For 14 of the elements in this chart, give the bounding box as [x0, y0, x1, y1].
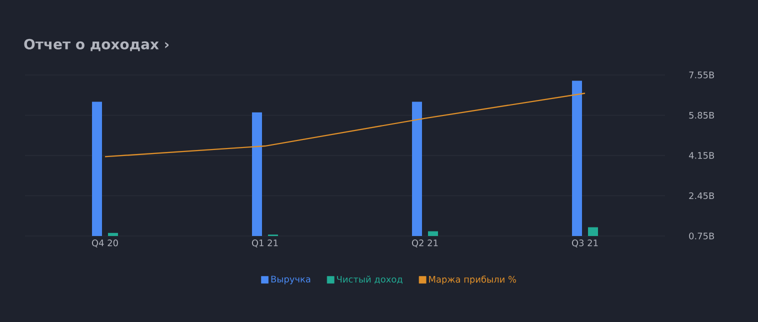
- legend-label: Маржа прибыли %: [429, 276, 516, 284]
- x-tick-label: Q3 21: [572, 240, 598, 248]
- chart-title: Отчет о доходах ›: [24, 38, 169, 52]
- line-series: [104, 92, 586, 158]
- y-tick-label: 2.45B: [689, 192, 714, 200]
- y-tick-label: 0.75B: [689, 232, 714, 240]
- y-tick-label: 7.55B: [689, 72, 714, 78]
- legend-label: Выручка: [271, 276, 310, 284]
- x-tick-label: Q4 20: [92, 240, 118, 248]
- x-tick-label: Q2 21: [412, 240, 438, 248]
- x-tick-label: Q1 21: [252, 240, 278, 248]
- y-tick-label: 5.85B: [689, 112, 714, 119]
- y-tick-label: 4.15B: [688, 152, 714, 159]
- legend-label: Чистый доход: [337, 276, 402, 284]
